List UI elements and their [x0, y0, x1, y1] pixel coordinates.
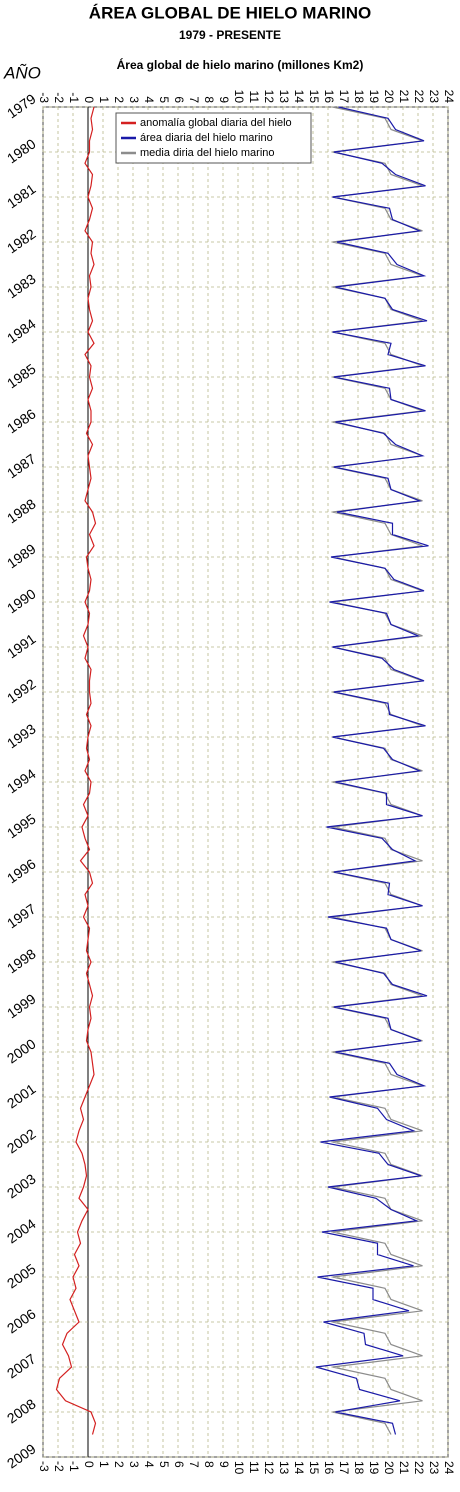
legend-box	[115, 112, 312, 164]
x-tick-label: -3	[37, 1461, 51, 1472]
x-tick-label: -1	[67, 1461, 81, 1472]
x-tick-label: 6	[172, 1461, 186, 1468]
x-tick-label: 19	[367, 1461, 381, 1475]
x-tick-label: -2	[52, 1461, 66, 1472]
x-tick-label: 2	[112, 96, 126, 103]
y-tick-label: 1998	[4, 945, 39, 976]
y-tick-label: 1996	[4, 855, 39, 886]
series-line	[315, 106, 429, 1435]
x-tick-label: 8	[202, 96, 216, 103]
x-tick-label: 21	[397, 1461, 411, 1475]
x-tick-label: 13	[277, 1461, 291, 1475]
y-tick-label: 1985	[4, 360, 39, 391]
x-tick-label: 14	[292, 90, 306, 104]
y-tick-label: 1979	[4, 90, 39, 121]
x-tick-label: 5	[157, 96, 171, 103]
x-tick-label: 22	[412, 90, 426, 104]
legend-label: área diaria del hielo marino	[140, 132, 273, 144]
y-tick-label: 1990	[4, 585, 39, 616]
x-tick-label: 15	[307, 1461, 321, 1475]
y-tick-label: 1988	[4, 495, 39, 526]
y-tick-label: 1997	[4, 900, 39, 931]
y-tick-label: 1983	[4, 270, 39, 301]
x-tick-label: -1	[67, 92, 81, 103]
x-tick-label: 10	[232, 1461, 246, 1475]
x-tick-label: 1	[97, 1461, 111, 1468]
y-tick-label: 2003	[4, 1170, 39, 1201]
x-tick-label: 7	[187, 1461, 201, 1468]
x-tick-label: 24	[442, 1461, 456, 1475]
y-tick-label: 2005	[4, 1260, 39, 1291]
x-tick-label: -3	[37, 92, 51, 103]
x-tick-label: 5	[157, 1461, 171, 1468]
x-tick-label: 0	[82, 1461, 96, 1468]
x-tick-label: 20	[382, 90, 396, 104]
x-tick-label: 6	[172, 96, 186, 103]
y-tick-label: 1994	[4, 765, 39, 796]
chart-title: ÁREA GLOBAL DE HIELO MARINO	[89, 3, 371, 22]
x-tick-label: 3	[127, 1461, 141, 1468]
x-tick-label: 19	[367, 90, 381, 104]
y-tick-label: 1981	[4, 180, 39, 211]
x-tick-label: 22	[412, 1461, 426, 1475]
x-tick-label: 7	[187, 96, 201, 103]
x-tick-label: 1	[97, 96, 111, 103]
x-tick-label: 21	[397, 90, 411, 104]
y-tick-label: 2000	[4, 1035, 39, 1066]
y-tick-label: 1987	[4, 450, 39, 481]
x-tick-label: 9	[217, 96, 231, 103]
y-tick-label: 1989	[4, 540, 39, 571]
x-tick-label: 9	[217, 1461, 231, 1468]
x-tick-label: 12	[262, 90, 276, 104]
x-tick-label: 18	[352, 90, 366, 104]
x-tick-label: 11	[247, 1461, 261, 1474]
y-tick-label: 1984	[4, 315, 39, 346]
x-tick-label: 15	[307, 90, 321, 104]
y-tick-label: 1982	[4, 225, 39, 256]
chart-subtitle: 1979 - PRESENTE	[179, 28, 281, 42]
y-axis-label: AÑO	[3, 63, 41, 82]
x-tick-label: 8	[202, 1461, 216, 1468]
y-tick-label: 2006	[4, 1305, 39, 1336]
x-tick-label: 0	[82, 96, 96, 103]
legend-label: anomalía global diaria del hielo	[140, 117, 292, 129]
series-line	[55, 106, 97, 1435]
x-tick-label: 24	[442, 90, 456, 104]
y-tick-label: 1991	[4, 630, 39, 661]
y-tick-label: 1980	[4, 135, 39, 166]
y-tick-label: 1995	[4, 810, 39, 841]
x-tick-label: 17	[337, 90, 351, 104]
x-tick-label: 18	[352, 1461, 366, 1475]
x-tick-label: 2	[112, 1461, 126, 1468]
x-tick-label: 4	[142, 1461, 156, 1468]
legend: anomalía global diaria del hielo área dia…	[115, 112, 312, 164]
x-tick-label: 13	[277, 90, 291, 104]
y-tick-label: 1986	[4, 405, 39, 436]
y-tick-label: 2007	[4, 1350, 39, 1381]
x-tick-label: 14	[292, 1461, 306, 1475]
x-tick-label: 10	[232, 90, 246, 104]
x-tick-label: 17	[337, 1461, 351, 1475]
y-tick-label: 2009	[4, 1440, 39, 1471]
legend-label: media diria del hielo marino	[140, 147, 275, 159]
x-tick-label: 23	[427, 90, 441, 104]
x-tick-label: 16	[322, 90, 336, 104]
y-tick-label: 2002	[4, 1125, 39, 1156]
x-tick-label: 3	[127, 96, 141, 103]
x-tick-label: 12	[262, 1461, 276, 1475]
y-tick-label: 2008	[4, 1395, 39, 1426]
x-tick-label: 16	[322, 1461, 336, 1475]
x-tick-label: 23	[427, 1461, 441, 1475]
y-tick-label: 1992	[4, 675, 39, 706]
x-axis-label: Área global de hielo marino (millones Km…	[117, 57, 364, 72]
x-tick-label: 11	[247, 91, 261, 104]
y-tick-label: 2004	[4, 1215, 39, 1246]
x-tick-label: 4	[142, 96, 156, 103]
x-tick-label: -2	[52, 92, 66, 103]
y-tick-label: 1993	[4, 720, 39, 751]
y-tick-label: 2001	[4, 1080, 39, 1111]
y-tick-label: 1999	[4, 990, 39, 1021]
x-tick-label: 20	[382, 1461, 396, 1475]
